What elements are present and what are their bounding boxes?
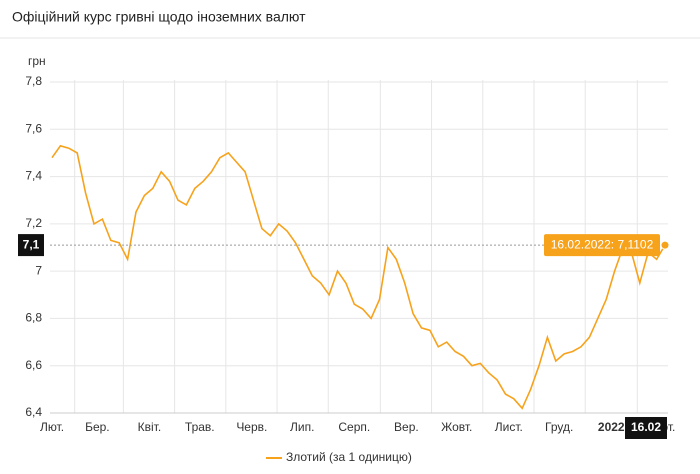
x-tick-label: Лип. xyxy=(290,420,314,434)
x-tick-label: 2022 xyxy=(598,420,625,434)
tooltip-text: 16.02.2022: 7,1102 xyxy=(551,237,654,251)
y-tick-label: 6,4 xyxy=(25,405,42,419)
y-tick-label: 7,8 xyxy=(25,74,42,88)
crosshair-x-box xyxy=(625,417,667,439)
legend-label: Злотий (за 1 одиницю) xyxy=(286,450,412,464)
chart-title: Офіційний курс гривні щодо іноземних вал… xyxy=(12,9,306,25)
tooltip-box xyxy=(544,234,660,257)
line xyxy=(51,144,666,410)
hover-point xyxy=(660,240,670,250)
x-tick-label: Бер. xyxy=(85,420,110,434)
x-tick-label: Серп. xyxy=(338,420,370,434)
y-tick-label: 7,6 xyxy=(25,121,42,135)
crosshair-x-label: 16.02 xyxy=(631,420,661,434)
x-tick-label: Трав. xyxy=(185,420,215,434)
y-tick-label: 6,6 xyxy=(25,358,42,372)
x-tick-label: Лют. xyxy=(40,420,64,434)
crosshair-y-label: 7,1 xyxy=(23,237,40,251)
crosshair-y-box xyxy=(18,234,44,257)
y-tick-label: 7,4 xyxy=(25,169,42,183)
x-tick-label: Груд. xyxy=(545,420,573,434)
y-axis-label: грн xyxy=(28,54,46,68)
y-tick-label: 6,8 xyxy=(25,311,42,325)
y-tick-label: 7 xyxy=(35,263,42,277)
x-tick-label: Квіт. xyxy=(138,420,162,434)
x-tick-label: Лист. xyxy=(495,420,523,434)
x-tick-label: Черв. xyxy=(236,420,267,434)
y-tick-label: 7,2 xyxy=(25,216,42,230)
x-tick-label: Жовт. xyxy=(441,420,472,434)
x-tick-label: Вер. xyxy=(394,420,419,434)
